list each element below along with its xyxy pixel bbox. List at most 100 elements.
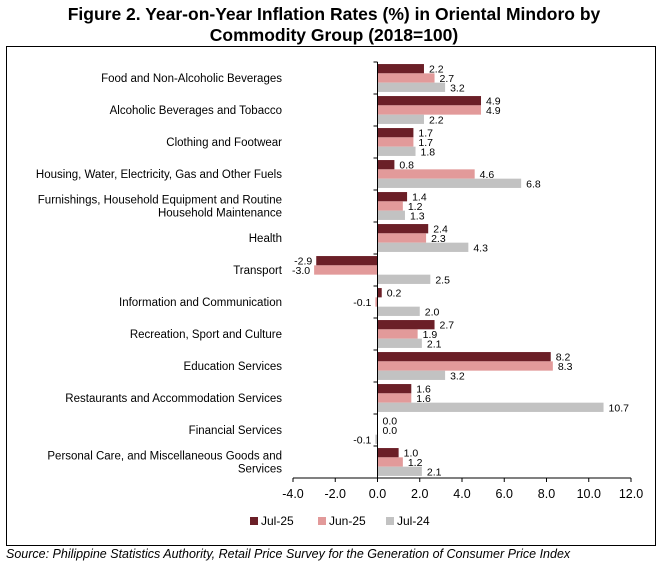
bar-jul-24 [377, 114, 424, 124]
x-tick-label: 10.0 [577, 487, 601, 501]
data-label: -0.1 [353, 297, 371, 309]
data-label: 1.2 [408, 457, 423, 469]
data-label: 4.9 [486, 105, 501, 117]
bar-jun-25 [377, 105, 482, 115]
category-label: Personal Care, and Miscellaneous Goods a… [47, 451, 282, 463]
data-label: 1.7 [418, 128, 433, 140]
bar-jun-25 [377, 137, 414, 147]
data-label: 3.2 [450, 370, 465, 382]
legend-label: Jul-25 [261, 514, 294, 528]
category-label: Services [238, 464, 282, 476]
bar-jul-24 [377, 146, 416, 156]
data-label: 1.7 [418, 137, 433, 149]
data-label: 1.0 [404, 448, 419, 460]
legend-swatch-jul-25 [250, 517, 258, 525]
category-label: Furnishings, Household Equipment and Rou… [38, 195, 282, 207]
bar-jul-24 [377, 338, 422, 348]
data-label: 1.4 [412, 192, 427, 204]
bar-jul-24 [377, 402, 604, 412]
data-label: 8.3 [558, 361, 573, 373]
category-label: Alcoholic Beverages and Tobacco [110, 105, 282, 117]
bar-jul-25 [377, 160, 395, 170]
x-tick-label: 2.0 [411, 487, 428, 501]
data-label: 1.8 [421, 146, 436, 158]
category-label: Financial Services [189, 425, 283, 437]
data-label: 2.7 [440, 320, 455, 332]
bar-jul-25 [377, 320, 435, 330]
bar-jul-24 [377, 82, 446, 92]
bar-jul-25 [377, 384, 412, 394]
data-label: 2.4 [433, 224, 448, 236]
data-label: 1.2 [408, 201, 423, 213]
bar-jun-25 [377, 457, 403, 467]
x-tick-label: 12.0 [619, 487, 643, 501]
data-label: 4.6 [480, 169, 495, 181]
bar-jun-25 [377, 393, 412, 403]
category-label: Household Maintenance [158, 208, 282, 220]
data-label: 2.2 [429, 114, 444, 126]
bar-jun-25 [375, 297, 378, 307]
data-label: 0.8 [399, 160, 414, 172]
bar-jul-25 [316, 256, 378, 266]
category-label: Recreation, Sport and Culture [130, 329, 282, 341]
data-label: 2.3 [431, 233, 446, 245]
data-label: 2.0 [425, 306, 440, 318]
x-tick-label: -2.0 [324, 487, 346, 501]
data-label: 8.2 [556, 352, 571, 364]
bar-jul-25 [377, 64, 424, 74]
category-label: Health [249, 233, 282, 245]
x-tick-label: -4.0 [282, 487, 304, 501]
bar-jun-25 [377, 233, 427, 243]
bar-jul-24 [377, 210, 405, 220]
data-label: 2.5 [435, 274, 450, 286]
bar-jun-25 [377, 201, 403, 211]
data-label: 6.8 [526, 178, 541, 190]
x-tick-label: 8.0 [538, 487, 555, 501]
bar-jul-24 [377, 274, 431, 284]
bar-jul-24 [377, 306, 420, 316]
x-tick-label: 4.0 [453, 487, 470, 501]
data-label: 1.6 [416, 393, 431, 405]
legend-label: Jul-24 [397, 514, 430, 528]
bar-jul-24 [377, 178, 522, 188]
bar-jul-25 [377, 224, 429, 234]
data-label: 2.7 [440, 73, 455, 85]
chart-frame [6, 46, 656, 546]
bar-jul-25 [377, 96, 482, 106]
bar-jun-25 [377, 329, 418, 339]
data-label: 2.2 [429, 64, 444, 76]
data-label: 1.9 [423, 329, 438, 341]
category-label: Transport [233, 265, 283, 277]
bar-jul-25 [377, 192, 408, 202]
x-tick-label: 6.0 [496, 487, 513, 501]
category-label: Clothing and Footwear [166, 137, 282, 149]
chart-title-line-2: Commodity Group (2018=100) [209, 25, 459, 45]
data-label: 2.1 [427, 338, 442, 350]
data-label: -3.0 [292, 265, 310, 277]
data-label: 4.9 [486, 96, 501, 108]
bar-jul-25 [377, 352, 551, 362]
legend-swatch-jul-24 [386, 517, 394, 525]
data-label: 2.1 [427, 466, 442, 478]
data-label: 0.0 [383, 425, 398, 437]
data-label: 3.2 [450, 82, 465, 94]
x-tick-label: 0.0 [369, 487, 386, 501]
data-label: -0.1 [353, 434, 371, 446]
bar-jul-24 [377, 370, 446, 380]
data-label: 1.3 [410, 210, 425, 222]
bar-jun-25 [377, 73, 435, 83]
legend-label: Jun-25 [329, 514, 366, 528]
data-label: 4.3 [473, 242, 488, 254]
category-label: Information and Communication [119, 297, 282, 309]
bar-jul-24 [375, 434, 378, 444]
data-label: 0.2 [387, 288, 402, 300]
bar-jul-25 [377, 128, 414, 138]
data-label: 0.0 [383, 416, 398, 428]
data-label: 1.6 [416, 384, 431, 396]
bar-jun-25 [377, 169, 475, 179]
chart-title-line-1: Figure 2. Year-on-Year Inflation Rates (… [67, 4, 601, 24]
bar-jul-25 [377, 448, 399, 458]
legend-swatch-jun-25 [318, 517, 326, 525]
bar-jun-25 [377, 361, 553, 371]
